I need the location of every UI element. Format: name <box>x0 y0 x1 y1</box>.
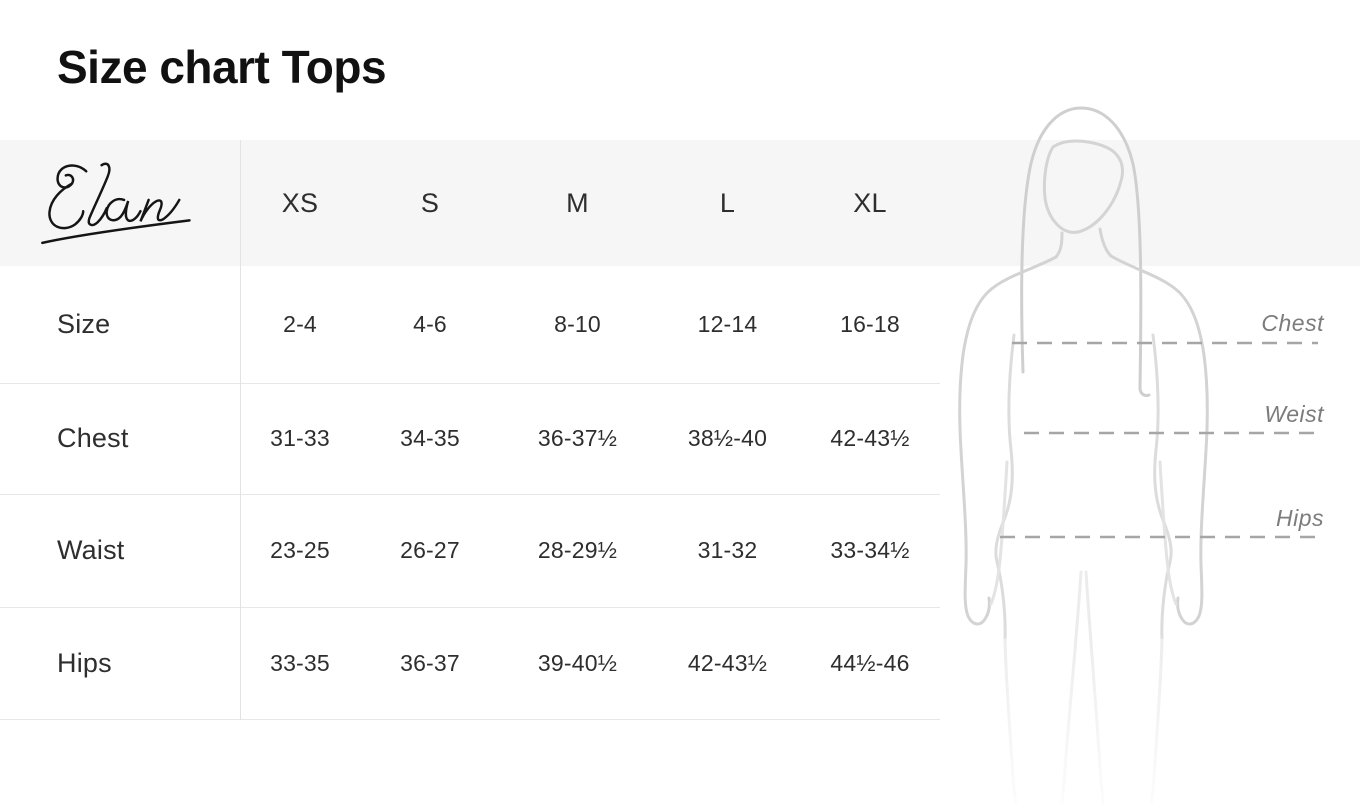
cell-waist-s: 26-27 <box>400 537 460 563</box>
cell-size-s: 4-6 <box>413 311 447 337</box>
cell-waist-m: 28-29½ <box>537 537 618 563</box>
row-divider <box>0 719 940 720</box>
body-measurement-figure <box>950 100 1360 804</box>
waist-measure-label: Weist <box>1264 401 1324 427</box>
row-label-chest: Chest <box>57 423 129 453</box>
figure-arms-outline <box>958 254 1209 626</box>
column-header-s: S <box>420 187 440 218</box>
cell-size-l: 12-14 <box>697 311 758 337</box>
cell-size-m: 8-10 <box>554 311 601 337</box>
figure-torso-outline <box>989 333 1178 642</box>
row-label-size: Size <box>57 309 111 339</box>
cell-waist-xl: 33-34½ <box>830 537 910 563</box>
cell-chest-s: 34-35 <box>400 425 460 451</box>
cell-hips-xl: 44½-46 <box>830 650 910 676</box>
cell-size-xs: 2-4 <box>283 311 317 337</box>
cell-chest-m: 36-37½ <box>537 425 618 451</box>
cell-hips-m: 39-40½ <box>537 650 618 676</box>
row-divider <box>0 607 940 608</box>
figure-legs-outline <box>1003 570 1164 804</box>
column-header-m: M <box>566 187 589 218</box>
column-header-xs: XS <box>281 187 319 218</box>
column-header-xl: XL <box>853 187 887 218</box>
cell-hips-l: 42-43½ <box>687 650 768 676</box>
row-label-hips: Hips <box>57 648 112 678</box>
cell-chest-xl: 42-43½ <box>830 425 910 451</box>
cell-chest-l: 38½-40 <box>687 425 768 451</box>
row-divider <box>0 383 940 384</box>
measurement-lines <box>1000 341 1318 539</box>
brand-signature-icon <box>41 162 191 245</box>
cell-size-xl: 16-18 <box>840 311 900 337</box>
chest-measure-label: Chest <box>1261 310 1324 336</box>
brand-logo: Elan <box>0 140 240 266</box>
cell-hips-xs: 33-35 <box>270 650 330 676</box>
cell-hips-s: 36-37 <box>400 650 460 676</box>
table-column-divider <box>240 140 241 720</box>
cell-waist-l: 31-32 <box>697 537 758 563</box>
cell-chest-xs: 31-33 <box>270 425 330 451</box>
row-divider <box>0 494 940 495</box>
figure-head-outline <box>1020 106 1151 397</box>
size-chart-table: Elan XS S M L XL Size 2-4 4-6 8-10 12-14… <box>0 140 940 720</box>
cell-waist-xs: 23-25 <box>270 537 330 563</box>
row-label-waist: Waist <box>57 535 125 565</box>
page-title: Size chart Tops <box>57 41 387 93</box>
hips-measure-label: Hips <box>1275 505 1324 531</box>
column-header-l: L <box>719 187 736 218</box>
